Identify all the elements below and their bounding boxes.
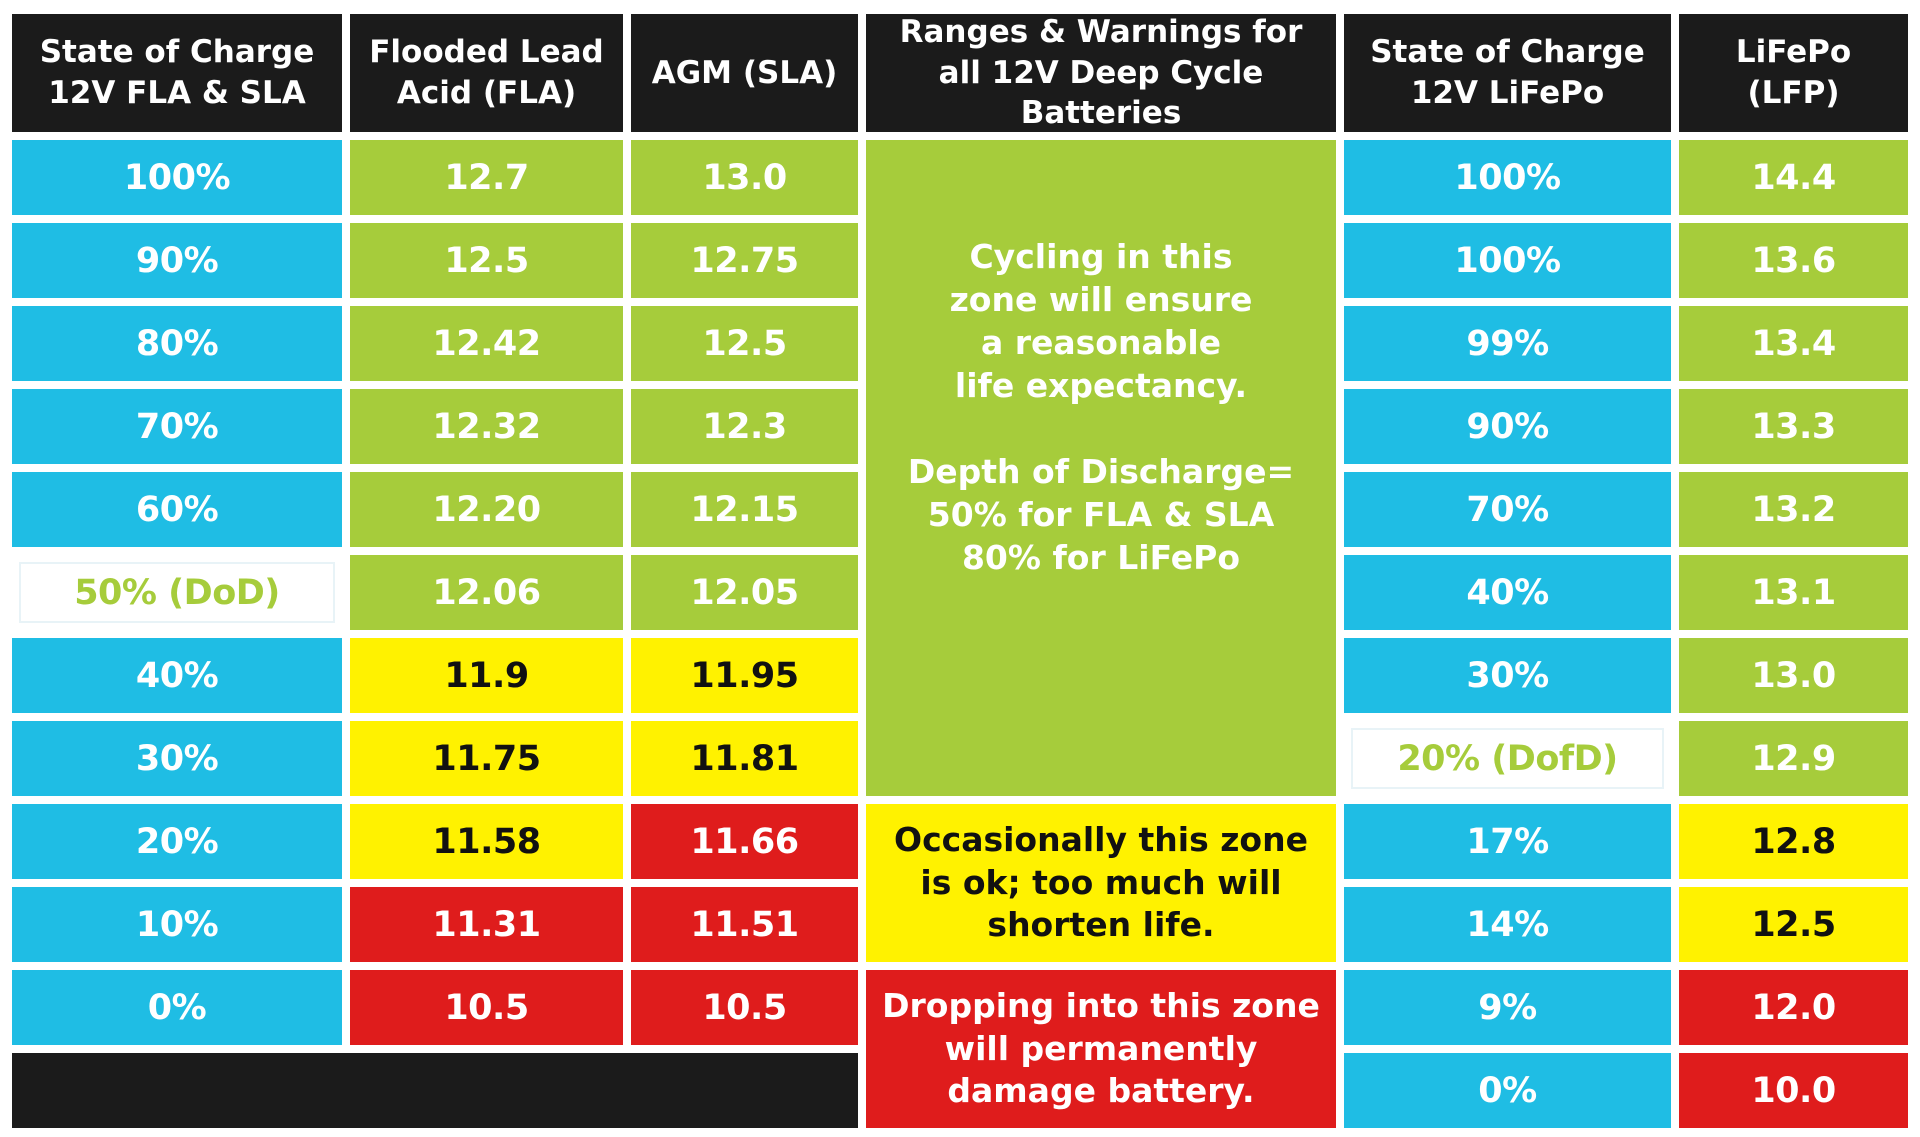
soc-lead-cell: 40%	[12, 638, 342, 713]
black-filler	[12, 1053, 858, 1128]
lfp-voltage-cell: 13.1	[1679, 555, 1908, 630]
header-ranges: Ranges & Warnings for all 12V Deep Cycle…	[866, 14, 1336, 132]
soc-lead-label: 20%	[135, 821, 219, 862]
soc-lifepo-cell: 100%	[1344, 223, 1671, 298]
soc-lifepo-label: 40%	[1466, 572, 1549, 613]
soc-lead-cell: 0%	[12, 970, 342, 1045]
soc-lifepo-label: 9%	[1478, 987, 1537, 1028]
soc-lead-cell: 60%	[12, 472, 342, 547]
soc-lead-cell: 30%	[12, 721, 342, 796]
lfp-voltage-cell: 13.3	[1679, 389, 1908, 464]
header-soc-lifepo: State of Charge 12V LiFePo	[1344, 14, 1671, 132]
soc-lifepo-label: 20% (DofD)	[1397, 738, 1618, 779]
soc-lead-cell: 80%	[12, 306, 342, 381]
header-agm: AGM (SLA)	[631, 14, 858, 132]
fla-voltage-cell: 11.9	[350, 638, 623, 713]
soc-lifepo-label: 30%	[1466, 655, 1549, 696]
soc-lifepo-cell: 30%	[1344, 638, 1671, 713]
soc-lead-label: 60%	[135, 489, 219, 530]
lfp-voltage-cell: 12.5	[1679, 887, 1908, 962]
soc-lead-cell: 90%	[12, 223, 342, 298]
soc-lead-cell: 10%	[12, 887, 342, 962]
soc-lead-label: 70%	[135, 406, 219, 447]
soc-lead-label: 30%	[135, 738, 219, 779]
soc-lead-cell: 100%	[12, 140, 342, 215]
agm-voltage-cell: 12.75	[631, 223, 858, 298]
soc-lead-cell: 20%	[12, 804, 342, 879]
red-zone-note: Dropping into this zone will permanently…	[866, 970, 1336, 1128]
agm-voltage-cell: 12.3	[631, 389, 858, 464]
lfp-voltage-cell: 12.9	[1679, 721, 1908, 796]
soc-lifepo-cell: 99%	[1344, 306, 1671, 381]
soc-lifepo-dod-cell: 20% (DofD)	[1344, 721, 1671, 796]
fla-voltage-cell: 11.58	[350, 804, 623, 879]
soc-lifepo-cell: 9%	[1344, 970, 1671, 1045]
green-zone-note: Cycling in this zone will ensure a reaso…	[866, 140, 1336, 796]
soc-lead-label: 90%	[135, 240, 219, 281]
soc-lifepo-cell: 100%	[1344, 140, 1671, 215]
fla-voltage-cell: 12.32	[350, 389, 623, 464]
fla-voltage-cell: 12.42	[350, 306, 623, 381]
fla-voltage-cell: 12.06	[350, 555, 623, 630]
soc-lifepo-cell: 70%	[1344, 472, 1671, 547]
agm-voltage-cell: 13.0	[631, 140, 858, 215]
soc-lifepo-label: 100%	[1454, 157, 1561, 198]
lfp-voltage-cell: 13.2	[1679, 472, 1908, 547]
fla-voltage-cell: 12.7	[350, 140, 623, 215]
header-soc-lead: State of Charge 12V FLA & SLA	[12, 14, 342, 132]
soc-lifepo-label: 99%	[1466, 323, 1549, 364]
soc-lead-cell: 70%	[12, 389, 342, 464]
header-fla: Flooded Lead Acid (FLA)	[350, 14, 623, 132]
soc-lifepo-label: 90%	[1466, 406, 1549, 447]
soc-lead-dod-cell: 50% (DoD)	[12, 555, 342, 630]
lfp-voltage-cell: 12.0	[1679, 970, 1908, 1045]
soc-lead-label: 80%	[135, 323, 219, 364]
soc-lead-label: 50% (DoD)	[74, 572, 280, 613]
lfp-voltage-cell: 12.8	[1679, 804, 1908, 879]
fla-voltage-cell: 12.20	[350, 472, 623, 547]
fla-voltage-cell: 11.31	[350, 887, 623, 962]
soc-lead-label: 40%	[135, 655, 219, 696]
lfp-voltage-cell: 13.4	[1679, 306, 1908, 381]
soc-lifepo-cell: 0%	[1344, 1053, 1671, 1128]
yellow-zone-note: Occasionally this zone is ok; too much w…	[866, 804, 1336, 962]
soc-lifepo-label: 14%	[1466, 904, 1549, 945]
dod-border	[19, 562, 335, 623]
lfp-voltage-cell: 10.0	[1679, 1053, 1908, 1128]
soc-lead-label: 10%	[135, 904, 219, 945]
agm-voltage-cell: 12.15	[631, 472, 858, 547]
agm-voltage-cell: 12.05	[631, 555, 858, 630]
lfp-voltage-cell: 14.4	[1679, 140, 1908, 215]
agm-voltage-cell: 11.66	[631, 804, 858, 879]
soc-lead-label: 0%	[147, 987, 207, 1028]
soc-lifepo-label: 17%	[1466, 821, 1549, 862]
fla-voltage-cell: 12.5	[350, 223, 623, 298]
dofd-border	[1351, 728, 1664, 789]
soc-lifepo-cell: 17%	[1344, 804, 1671, 879]
soc-lifepo-cell: 40%	[1344, 555, 1671, 630]
soc-lifepo-label: 70%	[1466, 489, 1549, 530]
agm-voltage-cell: 11.51	[631, 887, 858, 962]
soc-lifepo-label: 0%	[1478, 1070, 1537, 1111]
agm-voltage-cell: 11.95	[631, 638, 858, 713]
header-lfp: LiFePo (LFP)	[1679, 14, 1908, 132]
agm-voltage-cell: 12.5	[631, 306, 858, 381]
soc-lifepo-cell: 14%	[1344, 887, 1671, 962]
lfp-voltage-cell: 13.0	[1679, 638, 1908, 713]
fla-voltage-cell: 10.5	[350, 970, 623, 1045]
soc-lifepo-cell: 90%	[1344, 389, 1671, 464]
lfp-voltage-cell: 13.6	[1679, 223, 1908, 298]
soc-lifepo-label: 100%	[1454, 240, 1561, 281]
soc-lead-label: 100%	[123, 157, 231, 198]
agm-voltage-cell: 10.5	[631, 970, 858, 1045]
fla-voltage-cell: 11.75	[350, 721, 623, 796]
agm-voltage-cell: 11.81	[631, 721, 858, 796]
